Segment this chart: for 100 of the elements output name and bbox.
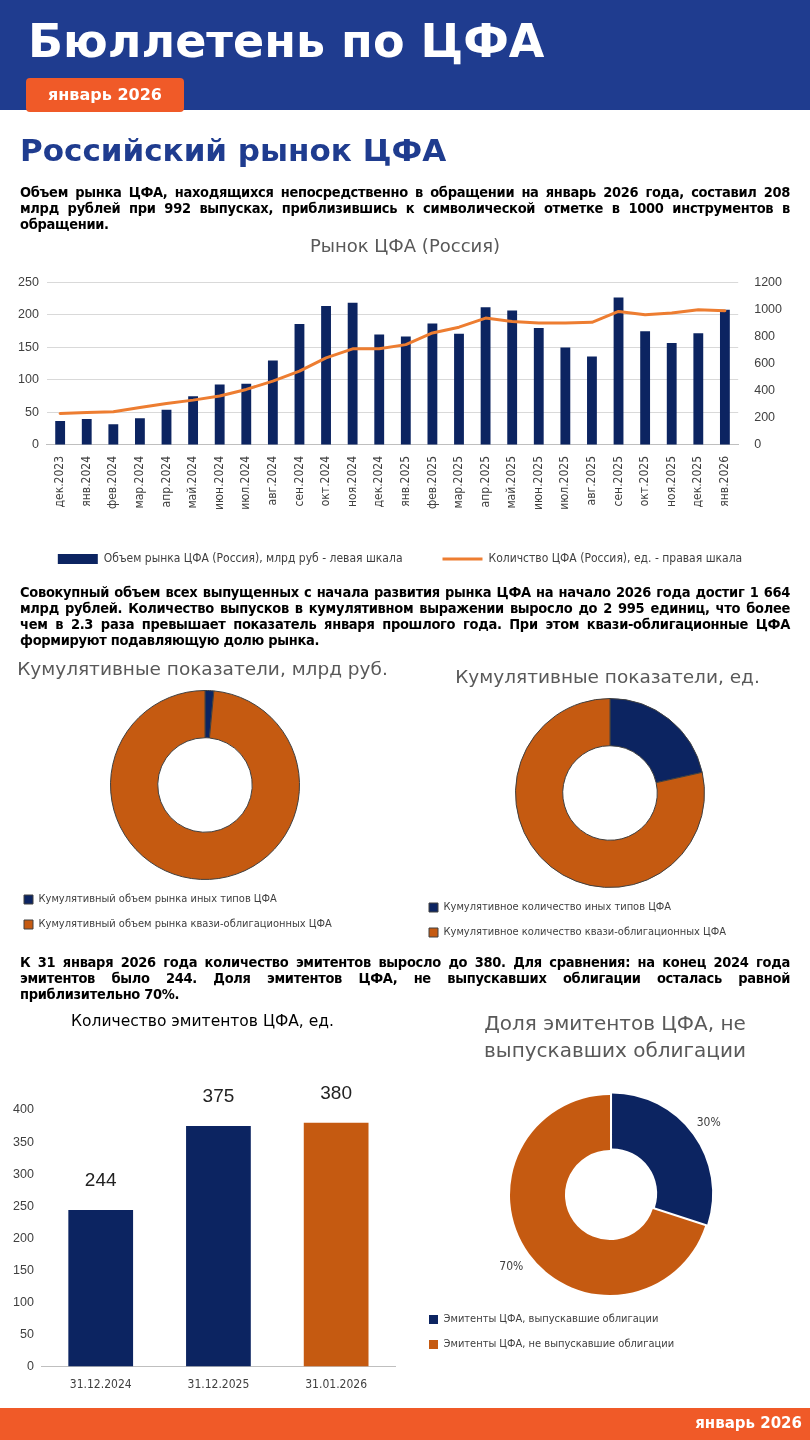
- bar: [533, 327, 544, 445]
- bar: [587, 356, 597, 445]
- x-tick-label: фев.2025: [424, 455, 439, 510]
- y-tick-label: 0: [31, 437, 39, 452]
- y2-tick-label: 400: [754, 383, 776, 398]
- x-tick-label: авг.2025: [584, 455, 599, 506]
- y-tick-label: 150: [18, 339, 39, 354]
- y-tick-label: 200: [13, 1230, 34, 1245]
- y2-tick-label: 800: [754, 329, 776, 344]
- data-label: 375: [202, 1084, 235, 1106]
- bar: [480, 307, 491, 445]
- x-tick-label: дек.2023: [52, 455, 67, 508]
- y-tick-label: 250: [18, 274, 39, 289]
- y-tick-label: 0: [26, 1359, 34, 1374]
- y2-tick-label: 600: [754, 356, 776, 371]
- y-tick-label: 250: [13, 1198, 34, 1213]
- bar: [560, 347, 571, 445]
- y-tick-label: 350: [13, 1134, 34, 1149]
- text: Российский рынок ЦФА: [20, 132, 447, 168]
- chart-title: Кумулятивные показатели, ед.: [454, 665, 761, 689]
- x-tick-label: мар.2024: [132, 455, 147, 509]
- legend-label: Эмитенты ЦФА, выпускавшие облигации: [443, 1312, 659, 1326]
- y2-tick-label: 200: [754, 410, 776, 425]
- x-tick-label: июн.2025: [530, 455, 545, 510]
- legend-label: Эмитенты ЦФА, не выпускавшие облигации: [443, 1337, 675, 1351]
- data-label: 30%: [696, 1115, 721, 1130]
- bar: [507, 310, 518, 445]
- chart-title: Количество эмитентов ЦФА, ед.: [70, 1012, 335, 1030]
- y-tick-label: 50: [24, 404, 39, 419]
- x-tick-label: июн.2024: [211, 455, 226, 510]
- data-label: 70%: [499, 1258, 524, 1273]
- x-tick-label: сен.2024: [291, 455, 306, 507]
- bar: [640, 331, 651, 445]
- x-tick-label: дек.2024: [371, 455, 386, 508]
- bar: [55, 420, 66, 445]
- data-label: 380: [320, 1081, 352, 1103]
- y-tick-label: 100: [13, 1294, 34, 1309]
- chart-title: Кумулятивные показатели, млрд руб.: [16, 657, 389, 681]
- x-tick-label: 31.12.2025: [187, 1376, 250, 1391]
- bar: [321, 305, 331, 445]
- bar: [427, 323, 438, 445]
- x-tick-label: сен.2025: [610, 455, 625, 507]
- text: Совокупный объем всех выпущенных с начала развития рынка ЦФА на начало 2026 года достиг 1 664 млрд рублей. Количество выпусков в кумулятивном выражении выросло до 2 995 единиц, что более чем в 2.3 раза превышает показатель января прошлого года. При этом квази-облигационные ЦФА формируют подавляющую долю рынка.: [20, 584, 790, 648]
- y-tick-label: 200: [18, 307, 39, 322]
- x-tick-label: июл.2024: [238, 455, 253, 510]
- x-tick-label: авг.2024: [264, 455, 279, 506]
- text: январь 2026: [26, 78, 184, 112]
- bar: [666, 342, 677, 445]
- y2-tick-label: 1200: [754, 274, 783, 289]
- y-tick-label: 100: [18, 372, 39, 387]
- y-tick-label: 150: [13, 1262, 34, 1277]
- bar: [267, 360, 278, 445]
- bar: [161, 409, 172, 445]
- x-tick-label: фев.2024: [105, 455, 120, 510]
- legend-label: Количство ЦФА (Россия), ед. - правая шкала: [488, 551, 743, 566]
- legend-label: Объем рынка ЦФА (Россия), млрд руб - левая шкала: [103, 551, 403, 566]
- bar: [303, 1122, 369, 1367]
- x-tick-label: окт.2025: [637, 455, 652, 507]
- y-tick-label: 300: [13, 1166, 34, 1181]
- x-tick-label: апр.2024: [158, 455, 173, 508]
- bar: [374, 334, 385, 445]
- y-tick-label: 50: [19, 1326, 34, 1341]
- text: Бюллетень по ЦФА: [28, 14, 545, 68]
- bar: [719, 309, 730, 445]
- legend-label: Кумулятивный объем рынка иных типов ЦФА: [38, 892, 278, 906]
- x-tick-label: окт.2024: [318, 455, 333, 507]
- x-tick-label: 31.12.2024: [69, 1376, 132, 1391]
- legend-label: Кумулятивное количество квази-облигационных ЦФА: [443, 925, 727, 939]
- x-tick-label: май.2024: [185, 455, 200, 509]
- bar: [693, 333, 704, 445]
- text: К 31 января 2026 года количество эмитентов выросло до 380. Для сравнения: на конец 2024 года эмитентов было 244. Доля эмитентов ЦФА, не выпускавших облигации осталась равной приблизительно 70%.: [20, 954, 790, 1002]
- data-label: 244: [84, 1168, 117, 1190]
- bar: [214, 384, 225, 445]
- bar: [347, 302, 358, 445]
- bar: [400, 336, 411, 445]
- legend-label: Кумулятивное количество иных типов ЦФА: [443, 900, 672, 914]
- x-tick-label: ноя.2025: [663, 455, 678, 507]
- x-tick-label: дек.2025: [690, 455, 705, 508]
- x-tick-label: май.2025: [504, 455, 519, 509]
- bar: [613, 297, 624, 445]
- bar: [186, 1126, 251, 1367]
- x-tick-label: янв.2025: [397, 455, 412, 507]
- x-tick-label: июл.2025: [557, 455, 572, 510]
- x-tick-label: янв.2024: [78, 455, 93, 507]
- bar: [68, 1210, 134, 1367]
- footer-banner: январь 2026: [0, 1408, 810, 1440]
- y2-tick-label: 0: [754, 437, 762, 452]
- bar: [81, 418, 92, 445]
- x-tick-label: апр.2025: [477, 455, 492, 508]
- y2-tick-label: 1000: [754, 302, 783, 317]
- bar: [135, 418, 145, 445]
- text: Объем рынка ЦФА, находящихся непосредственно в обращении на январь 2026 года, составил 208 млрд рублей при 992 выпусках, приблизившись к символической отметке в 1000 инструментов в обращении.: [20, 184, 790, 232]
- legend-label: Кумулятивный объем рынка квази-облигационных ЦФА: [38, 917, 332, 931]
- chart-title: Доля эмитентов ЦФА, не выпускавших облигации: [483, 1010, 747, 1064]
- x-tick-label: ноя.2024: [344, 455, 359, 507]
- y-tick-label: 400: [13, 1102, 34, 1117]
- bar: [108, 424, 119, 445]
- x-tick-label: мар.2025: [451, 455, 466, 509]
- bar: [188, 396, 199, 445]
- x-tick-label: 31.01.2026: [305, 1376, 368, 1391]
